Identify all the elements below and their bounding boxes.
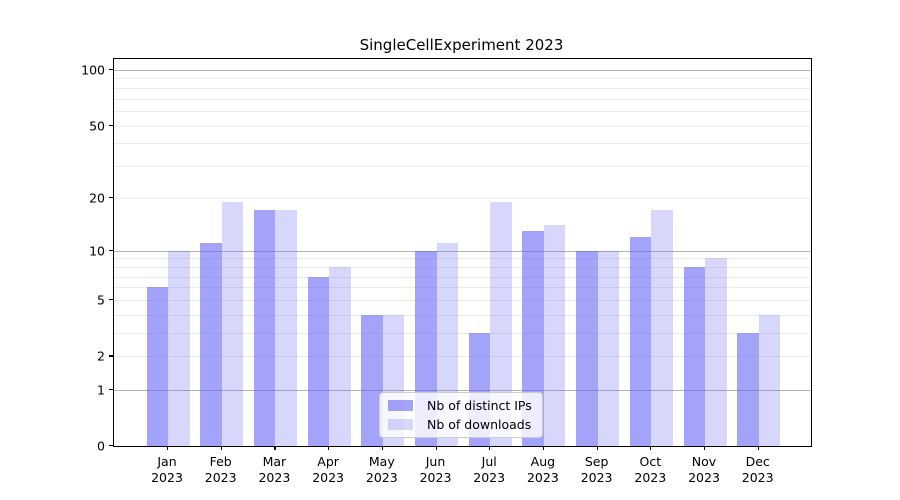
gridline-minor bbox=[114, 258, 811, 260]
legend-swatch-distinct-ips-icon bbox=[388, 400, 413, 411]
y-tick-mark bbox=[109, 388, 113, 390]
y-tick-mark bbox=[109, 355, 113, 357]
x-tick-mark bbox=[435, 446, 437, 450]
x-tick-mark bbox=[489, 446, 491, 450]
x-tick-label-dec: Dec 2023 bbox=[741, 454, 774, 485]
gridline-minor bbox=[114, 98, 811, 100]
y-tick-label: 5 bbox=[97, 292, 105, 308]
y-tick-label: 2 bbox=[97, 348, 105, 364]
bar-downloads-jul bbox=[490, 201, 512, 446]
x-tick-label-mar: Mar 2023 bbox=[258, 454, 291, 485]
x-tick-label-apr: Apr 2023 bbox=[312, 454, 344, 485]
bar-downloads-mar bbox=[275, 210, 297, 446]
x-tick-mark bbox=[220, 446, 222, 450]
y-tick-mark bbox=[109, 68, 113, 71]
y-tick-label: 20 bbox=[89, 190, 105, 206]
bar-downloads-jan bbox=[168, 250, 190, 446]
y-tick-label: 0 bbox=[97, 438, 105, 454]
x-tick-mark bbox=[704, 446, 706, 450]
bar-ips-oct bbox=[629, 236, 652, 446]
legend-label-downloads: Nb of downloads bbox=[427, 417, 532, 432]
x-tick-label-oct: Oct 2023 bbox=[634, 454, 667, 485]
gridline-minor bbox=[114, 110, 811, 112]
y-tick-label: 50 bbox=[89, 118, 105, 134]
x-tick-label-may: May 2023 bbox=[365, 454, 398, 485]
x-tick-label-feb: Feb 2023 bbox=[204, 454, 237, 485]
chart-title: SingleCellExperiment 2023 bbox=[359, 36, 564, 54]
legend: Nb of distinct IPs Nb of downloads bbox=[379, 392, 543, 438]
x-tick-label-jan: Jan 2023 bbox=[151, 454, 183, 485]
y-tick-mark bbox=[109, 298, 113, 301]
gridline-minor bbox=[114, 356, 811, 358]
gridline-minor bbox=[114, 333, 811, 335]
x-tick-label-aug: Aug 2023 bbox=[526, 454, 559, 485]
gridline-minor bbox=[114, 197, 811, 199]
x-tick-mark bbox=[757, 446, 759, 450]
x-tick-label-jul: Jul 2023 bbox=[473, 454, 506, 485]
gridline-minor bbox=[114, 314, 811, 316]
x-tick-mark bbox=[542, 446, 545, 450]
x-tick-mark bbox=[274, 446, 276, 450]
gridline-minor bbox=[114, 125, 811, 127]
bar-ips-apr bbox=[307, 276, 330, 446]
bar-ips-jan bbox=[146, 287, 168, 446]
gridline-minor bbox=[114, 166, 811, 168]
y-tick-mark bbox=[109, 196, 113, 199]
bar-ips-nov bbox=[683, 266, 705, 446]
gridline-minor bbox=[114, 287, 811, 289]
x-tick-label-jun: Jun 2023 bbox=[419, 454, 452, 485]
x-tick-mark bbox=[596, 446, 598, 450]
x-tick-mark bbox=[328, 446, 330, 450]
legend-label-distinct-ips: Nb of distinct IPs bbox=[427, 398, 532, 413]
gridline-minor bbox=[114, 143, 811, 145]
legend-swatch-downloads-icon bbox=[388, 419, 413, 430]
legend-item-downloads: Nb of downloads bbox=[388, 417, 532, 432]
gridline-major bbox=[114, 389, 811, 391]
gridline-minor bbox=[114, 276, 811, 278]
bar-downloads-aug bbox=[543, 225, 566, 446]
y-tick-label: 100 bbox=[81, 62, 105, 78]
gridline-minor bbox=[114, 78, 811, 80]
bar-ips-dec bbox=[737, 333, 759, 446]
gridline-minor bbox=[114, 87, 811, 89]
gridline-major bbox=[114, 69, 811, 71]
x-tick-label-sep: Sep 2023 bbox=[580, 454, 613, 485]
y-tick-label: 10 bbox=[89, 243, 105, 259]
x-tick-mark bbox=[381, 446, 383, 450]
gridline-major bbox=[114, 250, 811, 252]
plot-area bbox=[113, 58, 812, 447]
x-tick-label-nov: Nov 2023 bbox=[688, 454, 720, 485]
bar-downloads-sep bbox=[597, 250, 620, 446]
bar-downloads-dec bbox=[758, 314, 781, 446]
x-tick-mark bbox=[167, 446, 169, 450]
bar-ips-mar bbox=[253, 210, 276, 446]
bar-ips-sep bbox=[576, 250, 598, 446]
y-tick-mark bbox=[109, 249, 113, 251]
bar-downloads-nov bbox=[705, 258, 727, 446]
legend-item-distinct-ips: Nb of distinct IPs bbox=[388, 398, 532, 413]
bar-downloads-oct bbox=[651, 210, 673, 446]
bar-ips-feb bbox=[200, 243, 222, 446]
y-tick-mark bbox=[109, 124, 113, 126]
bar-downloads-feb bbox=[221, 201, 244, 446]
gridline-minor bbox=[114, 266, 811, 268]
gridline-minor bbox=[114, 299, 811, 301]
y-tick-label: 1 bbox=[97, 382, 105, 397]
bar-ips-may bbox=[361, 314, 383, 446]
y-tick-mark bbox=[109, 445, 113, 447]
bar-downloads-apr bbox=[329, 266, 351, 446]
x-tick-mark bbox=[650, 446, 652, 450]
